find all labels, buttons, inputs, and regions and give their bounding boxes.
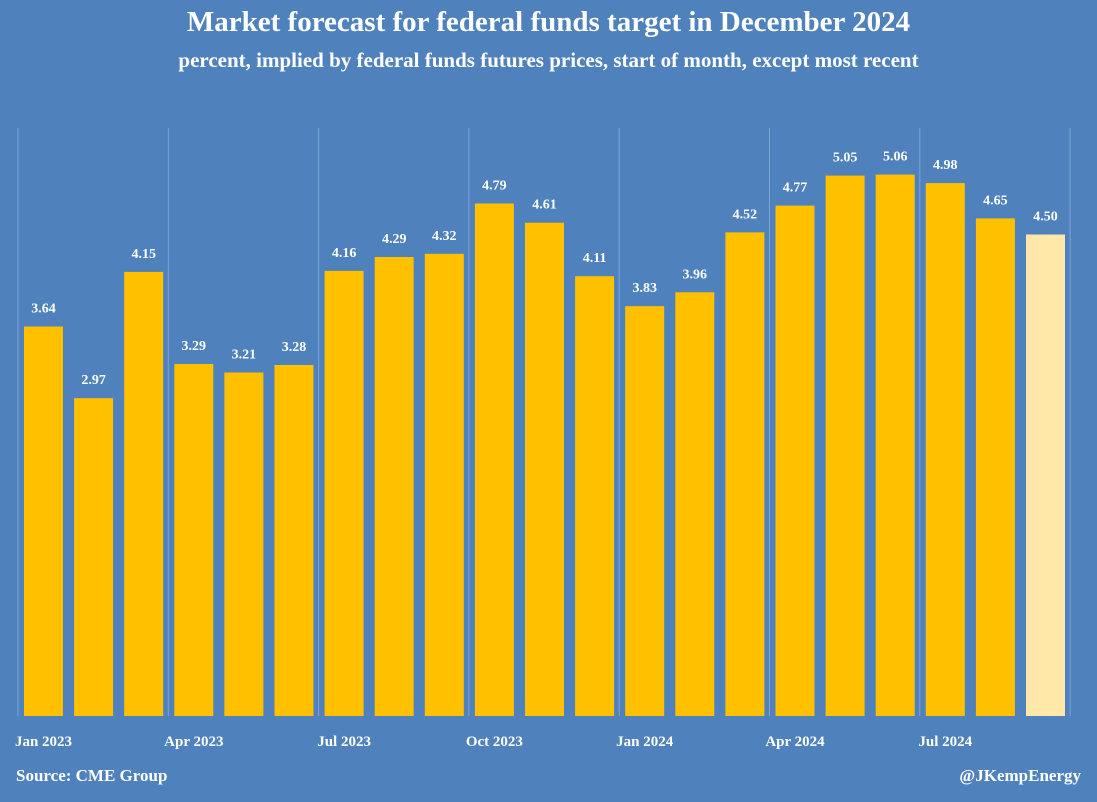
bar — [775, 205, 815, 716]
bar — [74, 398, 114, 716]
value-label: 4.98 — [933, 158, 958, 173]
value-label: 2.97 — [81, 373, 106, 388]
bar — [725, 232, 765, 716]
value-label: 3.96 — [683, 267, 708, 282]
x-tick-label: Apr 2024 — [765, 734, 825, 750]
bar — [24, 326, 63, 716]
bar — [124, 271, 164, 716]
bars — [24, 174, 1065, 717]
value-label: 4.65 — [983, 193, 1008, 208]
bar — [374, 257, 414, 716]
x-tick-label: Jan 2023 — [15, 734, 72, 750]
bar — [675, 292, 715, 716]
x-tick-label: Jan 2024 — [616, 734, 674, 750]
value-label: 4.11 — [583, 251, 607, 266]
value-label: 4.77 — [783, 181, 808, 196]
value-label: 4.29 — [382, 232, 407, 247]
bar — [875, 174, 915, 717]
value-label: 4.79 — [482, 179, 507, 194]
bar — [274, 365, 314, 716]
value-label: 4.32 — [432, 229, 457, 244]
source-note: Source: CME Group — [16, 766, 168, 785]
chart-subtitle: percent, implied by federal funds future… — [178, 48, 919, 72]
bar — [324, 270, 364, 716]
bar — [224, 372, 264, 716]
x-tick-label: Jul 2024 — [918, 734, 972, 750]
value-label: 5.05 — [833, 151, 858, 166]
x-tick-label: Oct 2023 — [466, 734, 523, 750]
gridlines — [17, 128, 1071, 716]
value-label: 4.50 — [1033, 210, 1058, 225]
bar — [825, 175, 865, 717]
x-tick-label: Jul 2023 — [317, 734, 371, 750]
bar — [575, 276, 615, 716]
bar — [975, 218, 1015, 716]
value-labels: 3.64 2.97 4.15 3.29 3.21 3.28 4.16 4.29 4.32 4.79… — [31, 150, 1058, 389]
value-label: 4.15 — [131, 247, 156, 262]
x-axis-tick-labels: Jan 2023 Apr 2023 Jul 2023 Oct 2023 Jan 2024… — [15, 734, 973, 750]
bar — [424, 253, 464, 717]
value-label: 5.06 — [883, 150, 908, 165]
bar — [625, 306, 665, 716]
bar — [925, 183, 965, 717]
bar — [474, 203, 514, 716]
value-label: 3.29 — [182, 339, 207, 354]
bar — [1026, 234, 1065, 716]
bar — [174, 364, 214, 716]
value-label: 4.61 — [532, 198, 557, 213]
value-label: 3.28 — [282, 340, 307, 355]
value-label: 4.52 — [733, 207, 758, 222]
value-label: 3.64 — [31, 302, 56, 317]
value-label: 4.16 — [332, 246, 357, 261]
author-handle: @JKempEnergy — [959, 766, 1081, 785]
bar — [525, 222, 564, 716]
value-label: 3.83 — [632, 281, 657, 296]
chart-title: Market forecast for federal funds target… — [186, 6, 911, 38]
value-label: 3.21 — [232, 348, 257, 363]
x-tick-label: Apr 2023 — [164, 734, 223, 750]
